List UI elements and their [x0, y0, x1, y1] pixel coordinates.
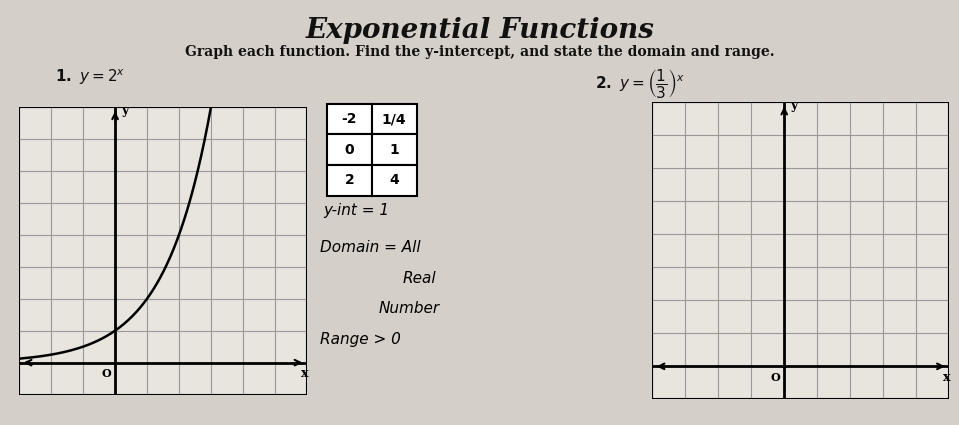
Text: Number: Number: [379, 301, 440, 316]
Text: Domain = All: Domain = All: [320, 240, 421, 255]
Text: Real: Real: [403, 271, 436, 286]
Bar: [372, 165, 416, 196]
Text: $\mathbf{1.}\ y=2^x$: $\mathbf{1.}\ y=2^x$: [55, 67, 126, 87]
Text: Exponential Functions: Exponential Functions: [306, 17, 654, 44]
Text: 0: 0: [344, 143, 354, 157]
Text: $\mathbf{2.}\ y=\left(\dfrac{1}{3}\right)^x$: $\mathbf{2.}\ y=\left(\dfrac{1}{3}\right…: [595, 67, 686, 100]
Text: O: O: [770, 372, 780, 383]
Text: Graph each function. Find the y-intercept, and state the domain and range.: Graph each function. Find the y-intercep…: [185, 45, 775, 59]
Text: x: x: [300, 367, 308, 380]
Text: O: O: [102, 368, 111, 380]
Bar: [327, 104, 372, 134]
Bar: [372, 104, 416, 134]
Bar: [327, 134, 372, 165]
Text: 1/4: 1/4: [382, 112, 407, 126]
Text: x: x: [943, 371, 950, 385]
Text: 1: 1: [389, 143, 399, 157]
Text: y-int = 1: y-int = 1: [323, 204, 389, 218]
Text: 2: 2: [344, 173, 354, 187]
Text: Range > 0: Range > 0: [320, 332, 401, 347]
Text: 4: 4: [389, 173, 399, 187]
Bar: [372, 134, 416, 165]
Text: y: y: [121, 104, 129, 116]
Text: y: y: [790, 99, 798, 112]
Text: -2: -2: [341, 112, 357, 126]
Bar: [327, 165, 372, 196]
